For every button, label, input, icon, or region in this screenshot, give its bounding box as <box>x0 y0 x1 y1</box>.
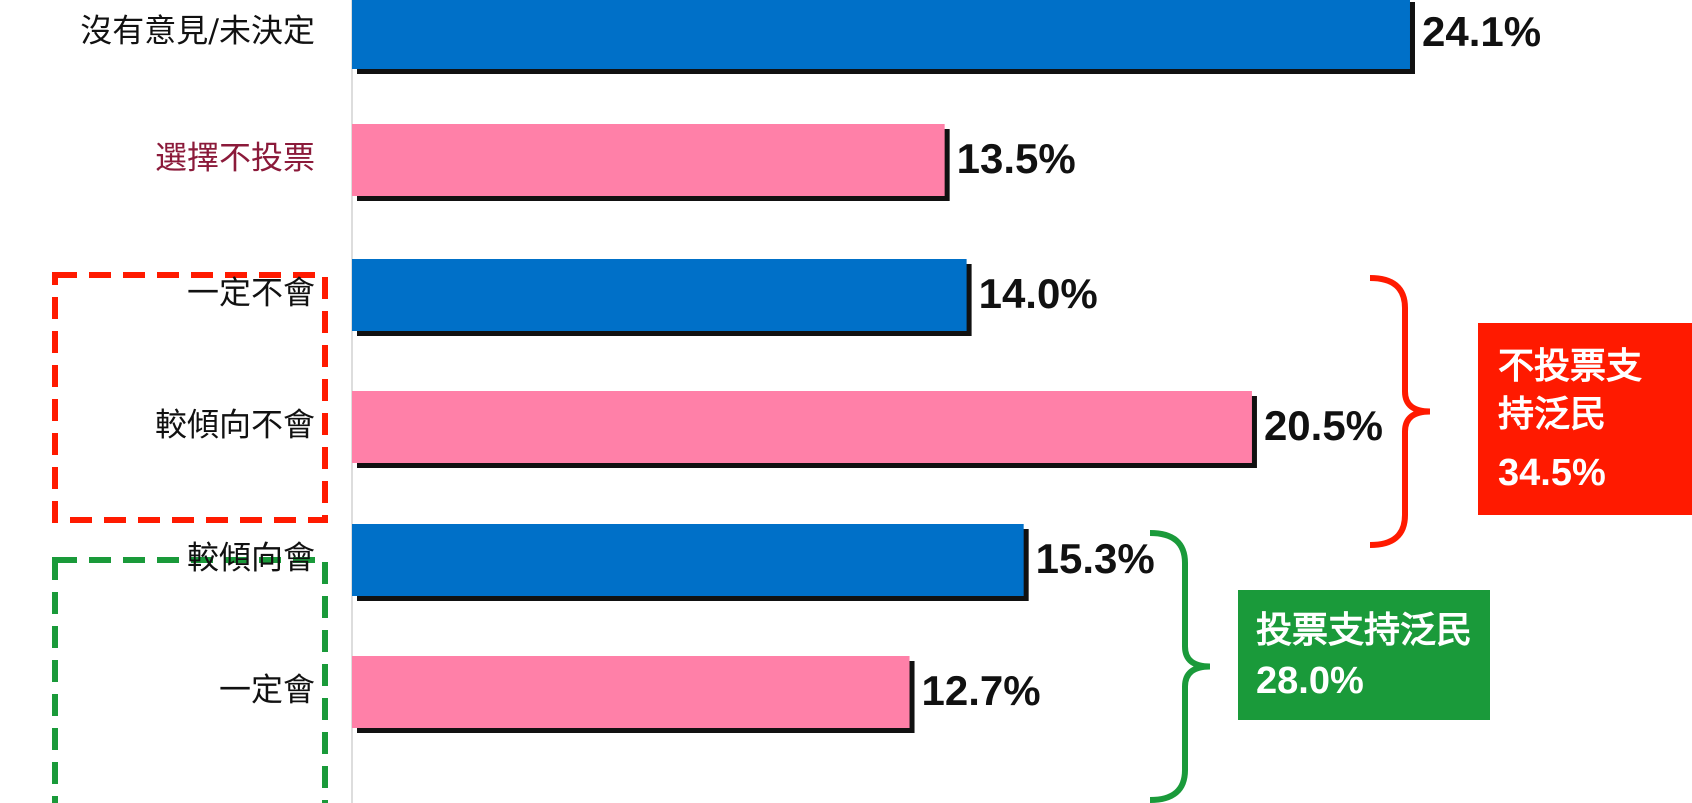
bar <box>352 259 967 331</box>
brace <box>1149 530 1211 803</box>
category-label: 選擇不投票 <box>155 139 315 177</box>
annotation-value: 28.0% <box>1256 660 1364 702</box>
value-label: 24.1% <box>1422 8 1541 55</box>
brace <box>1369 275 1431 548</box>
annotation-box <box>1478 323 1692 515</box>
annotation-line: 不投票支 <box>1498 345 1642 387</box>
annotation-value: 34.5% <box>1498 452 1606 494</box>
value-label: 15.3% <box>1036 535 1155 582</box>
category-label: 較傾向會 <box>187 539 315 577</box>
annotation-text: 不投票支持泛民 <box>1498 345 1642 435</box>
bar <box>352 0 1410 69</box>
bar <box>352 391 1252 463</box>
group-box <box>52 272 328 523</box>
annotation-line: 持泛民 <box>1498 393 1606 435</box>
value-label: 12.7% <box>922 667 1041 714</box>
category-label: 沒有意見/未決定 <box>80 12 315 50</box>
bar <box>352 124 945 196</box>
bar <box>352 656 910 728</box>
category-label: 一定不會 <box>187 274 315 312</box>
category-label: 一定會 <box>219 671 315 709</box>
group-box <box>52 557 328 803</box>
annotation-text: 投票支持泛民 <box>1256 609 1472 651</box>
value-label: 14.0% <box>979 270 1098 317</box>
value-label: 20.5% <box>1264 402 1383 449</box>
value-label: 13.5% <box>957 135 1076 182</box>
bar <box>352 524 1024 596</box>
annotation-box <box>1238 590 1490 720</box>
category-label: 較傾向不會 <box>155 406 315 444</box>
